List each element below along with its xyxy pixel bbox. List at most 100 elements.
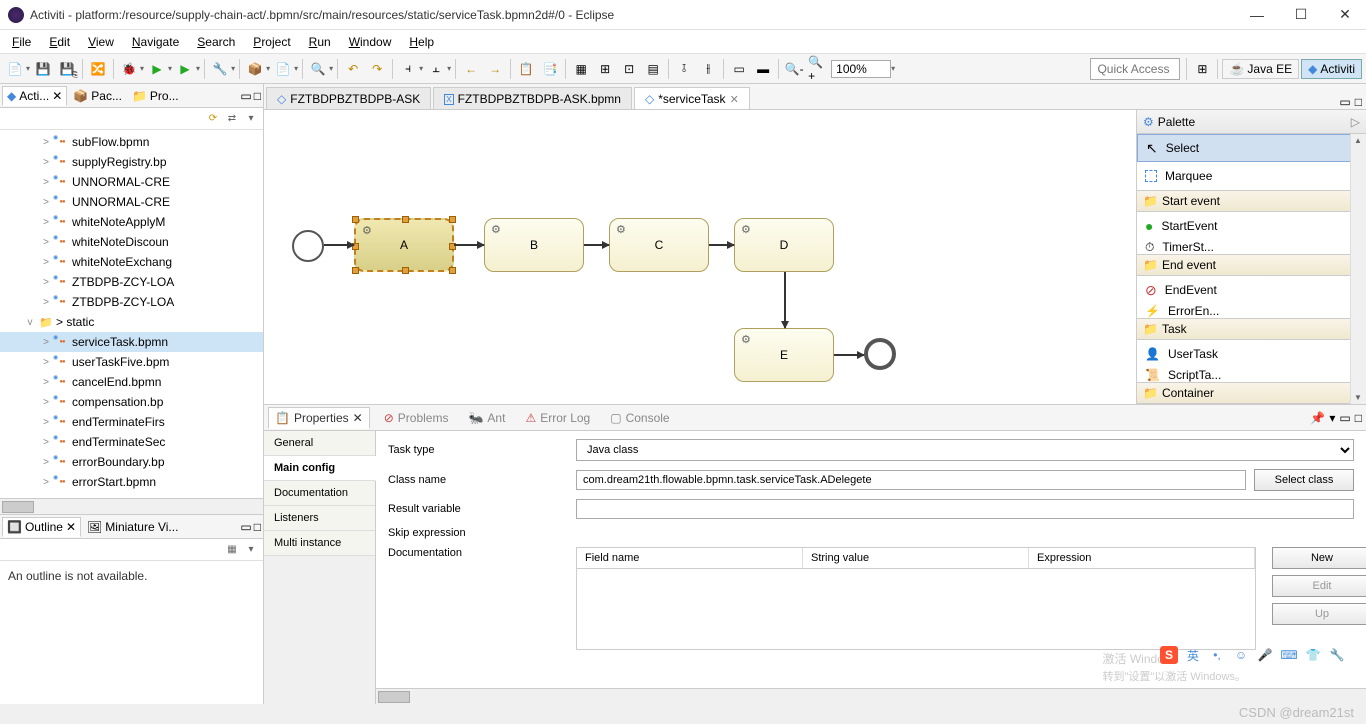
toggle-button[interactable]: 🔀	[87, 58, 109, 80]
task-type-select[interactable]: Java class	[576, 439, 1354, 461]
tree-link-button[interactable]: ⇄	[224, 111, 240, 127]
ime-punct-icon[interactable]: •,	[1208, 646, 1226, 664]
tab-properties[interactable]: 📋Properties ✕	[268, 407, 370, 429]
tab-outline[interactable]: 🔲Outline ✕	[2, 517, 81, 537]
class-name-input[interactable]	[576, 470, 1246, 490]
new-type-button[interactable]: 📄	[272, 58, 294, 80]
menu-help[interactable]: Help	[401, 33, 442, 51]
menu-file[interactable]: File	[4, 33, 39, 51]
tree-item[interactable]: >ZTBDPB-ZCY-LOA	[0, 272, 263, 292]
tree-h-scrollbar[interactable]	[0, 498, 263, 514]
palette-item[interactable]: 👤UserTask	[1137, 340, 1366, 368]
ime-lang-icon[interactable]: 英	[1184, 646, 1202, 664]
perspective-javaee[interactable]: ☕Java EE	[1222, 59, 1299, 79]
editor-tab[interactable]: XFZTBDPBZTBDPB-ASK.bpmn	[433, 87, 632, 109]
palette-category[interactable]: 📁Start event◇	[1137, 190, 1366, 212]
project-tree[interactable]: >subFlow.bpmn>supplyRegistry.bp>UNNORMAL…	[0, 130, 263, 498]
props-minimize-button[interactable]: ▭	[1339, 411, 1350, 425]
doc-edit-button[interactable]: Edit	[1272, 575, 1366, 597]
ime-skin-icon[interactable]: 👕	[1304, 646, 1322, 664]
menu-edit[interactable]: Edit	[41, 33, 78, 51]
copy-button[interactable]: 📑	[539, 58, 561, 80]
sogou-icon[interactable]: S	[1160, 646, 1178, 664]
start-event[interactable]	[292, 230, 324, 262]
outline-minimize-button[interactable]: ▭	[240, 520, 251, 534]
align-center-button[interactable]: ⫠	[425, 58, 447, 80]
tree-item[interactable]: >compensation.bp	[0, 392, 263, 412]
props-menu-button[interactable]: ▾	[1329, 411, 1335, 425]
tab-activiti-explorer[interactable]: ◆Acti... ✕	[2, 86, 67, 106]
sequence-flow[interactable]	[584, 244, 609, 246]
tree-item[interactable]: >UNNORMAL-CRE	[0, 172, 263, 192]
close-button[interactable]: ✕	[1332, 5, 1358, 25]
palette-select[interactable]: ↖Select	[1137, 134, 1366, 162]
prop-tab-general[interactable]: General	[264, 431, 375, 456]
prop-tab-listeners[interactable]: Listeners	[264, 506, 375, 531]
h-dist-button[interactable]: ⫲	[697, 58, 719, 80]
grid2-button[interactable]: ⊞	[594, 58, 616, 80]
ime-toolbar[interactable]: S 英 •, ☺ 🎤 ⌨ 👕 🔧	[1160, 646, 1346, 664]
service-task-D[interactable]: ⚙D	[734, 218, 834, 272]
tree-item[interactable]: v> static	[0, 312, 263, 332]
outline-menu-button[interactable]: ▾	[243, 542, 259, 558]
diagram-canvas[interactable]: ⚙A⚙B⚙C⚙D⚙E	[264, 110, 1136, 404]
palette-item[interactable]: ⊘EndEvent	[1137, 276, 1366, 304]
documentation-table[interactable]: Field name String value Expression	[576, 547, 1256, 650]
tab-errorlog[interactable]: ⚠Error Log	[519, 408, 596, 428]
tree-item[interactable]: >userTaskFive.bpm	[0, 352, 263, 372]
left-maximize-button[interactable]: □	[254, 89, 261, 103]
service-task-A[interactable]: ⚙A	[354, 218, 454, 272]
ext-run-button[interactable]: ▶	[174, 58, 196, 80]
tree-item[interactable]: >endTerminateSec	[0, 432, 263, 452]
menu-project[interactable]: Project	[245, 33, 298, 51]
end-event[interactable]	[864, 338, 896, 370]
menu-window[interactable]: Window	[341, 33, 400, 51]
ime-mic-icon[interactable]: 🎤	[1256, 646, 1274, 664]
menu-view[interactable]: View	[80, 33, 122, 51]
maximize-button[interactable]: ☐	[1288, 5, 1314, 25]
grid3-button[interactable]: ⊡	[618, 58, 640, 80]
service-task-B[interactable]: ⚙B	[484, 218, 584, 272]
run-button[interactable]: ▶	[146, 58, 168, 80]
grid1-button[interactable]: ▦	[570, 58, 592, 80]
zoom-out-button[interactable]: 🔍-	[783, 58, 805, 80]
editor-tab[interactable]: ◇*serviceTask ✕	[634, 87, 750, 109]
palette-item[interactable]: ⚡ErrorEn...	[1137, 304, 1366, 318]
sequence-flow[interactable]	[834, 354, 864, 356]
tree-menu-button[interactable]: ▾	[243, 111, 259, 127]
palette-marquee[interactable]: Marquee	[1137, 162, 1366, 190]
left-minimize-button[interactable]: ▭	[240, 89, 251, 103]
tree-item[interactable]: >errorStart.bpmn	[0, 472, 263, 492]
quick-access-input[interactable]	[1090, 58, 1180, 80]
tree-item[interactable]: >supplyRegistry.bp	[0, 152, 263, 172]
palette-category[interactable]: 📁Task◇	[1137, 318, 1366, 340]
menu-navigate[interactable]: Navigate	[124, 33, 187, 51]
menu-run[interactable]: Run	[301, 33, 339, 51]
zoom-input[interactable]	[831, 60, 891, 78]
tree-item[interactable]: >ZTBDPB-ZCY-LOA	[0, 292, 263, 312]
editor-tab[interactable]: ◇FZTBDPBZTBDPB-ASK	[266, 87, 431, 109]
sequence-flow[interactable]	[324, 244, 354, 246]
palette-item[interactable]: ⏱TimerSt...	[1137, 240, 1366, 254]
tab-ant[interactable]: 🐜Ant	[462, 408, 511, 428]
editor-minimize-button[interactable]: ▭	[1339, 95, 1350, 109]
tab-problems[interactable]: ⊘Problems	[378, 408, 455, 428]
tree-item[interactable]: >cancelEnd.bpmn	[0, 372, 263, 392]
ime-emoji-icon[interactable]: ☺	[1232, 646, 1250, 664]
select-class-button[interactable]: Select class	[1254, 469, 1354, 491]
prop-tab-main-config[interactable]: Main config	[264, 456, 376, 481]
prop-tab-documentation[interactable]: Documentation	[264, 481, 375, 506]
tree-item[interactable]: >whiteNoteApplyM	[0, 212, 263, 232]
tab-miniature[interactable]: 🖼Miniature Vi...	[83, 518, 182, 536]
sequence-flow[interactable]	[784, 272, 786, 328]
palette-category[interactable]: 📁Container◇	[1137, 382, 1366, 404]
nav-back-button[interactable]: ←	[460, 58, 482, 80]
perspective-activiti[interactable]: ◆Activiti	[1301, 59, 1362, 79]
props-maximize-button[interactable]: □	[1355, 411, 1362, 425]
tree-item[interactable]: >subFlow.bpmn	[0, 132, 263, 152]
tree-item[interactable]: >errorBoundary.bp	[0, 452, 263, 472]
service-task-C[interactable]: ⚙C	[609, 218, 709, 272]
props-h-scrollbar[interactable]	[376, 688, 1366, 704]
palette-item[interactable]: 📜ScriptTa...	[1137, 368, 1366, 382]
outline-mode-button[interactable]: ▦	[224, 542, 240, 558]
